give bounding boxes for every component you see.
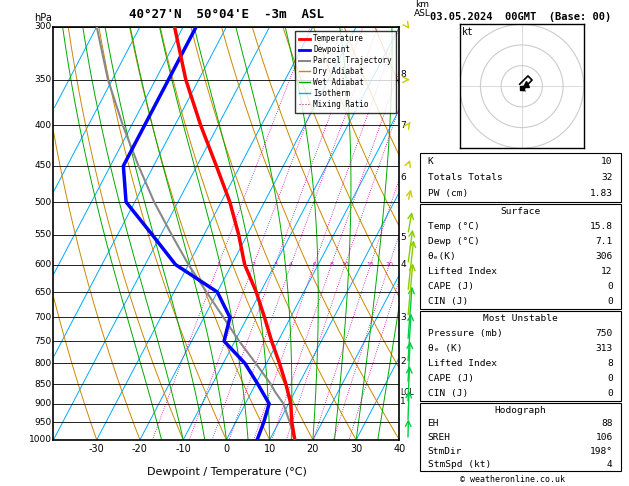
Text: 40: 40 [393, 444, 406, 454]
Text: Lifted Index: Lifted Index [428, 359, 496, 368]
Text: 20: 20 [386, 262, 393, 267]
Text: 0: 0 [607, 389, 613, 398]
Text: 4: 4 [289, 262, 293, 267]
Text: 700: 700 [35, 313, 52, 322]
Text: 3: 3 [273, 262, 277, 267]
Text: 850: 850 [35, 380, 52, 389]
Text: 6: 6 [401, 173, 406, 182]
Text: 750: 750 [35, 337, 52, 346]
Text: 2: 2 [252, 262, 255, 267]
Text: 6: 6 [313, 262, 316, 267]
Text: 5: 5 [401, 233, 406, 243]
Text: 306: 306 [596, 252, 613, 261]
Text: 3: 3 [401, 313, 406, 322]
Text: 0: 0 [223, 444, 230, 454]
Text: Hodograph: Hodograph [494, 406, 546, 415]
Text: CIN (J): CIN (J) [428, 389, 468, 398]
Text: θₑ (K): θₑ (K) [428, 344, 462, 353]
Text: K: K [428, 156, 433, 166]
Text: 600: 600 [35, 260, 52, 269]
Text: CIN (J): CIN (J) [428, 296, 468, 306]
Text: 8: 8 [401, 70, 406, 79]
Text: Totals Totals: Totals Totals [428, 173, 503, 182]
Text: 10: 10 [341, 262, 349, 267]
Text: 15: 15 [367, 262, 374, 267]
Text: Dewp (°C): Dewp (°C) [428, 237, 479, 246]
Text: 40°27'N  50°04'E  -3m  ASL: 40°27'N 50°04'E -3m ASL [129, 8, 324, 20]
Text: 900: 900 [35, 399, 52, 408]
Text: -10: -10 [175, 444, 191, 454]
Text: 400: 400 [35, 121, 52, 130]
Text: CAPE (J): CAPE (J) [428, 282, 474, 291]
Legend: Temperature, Dewpoint, Parcel Trajectory, Dry Adiabat, Wet Adiabat, Isotherm, Mi: Temperature, Dewpoint, Parcel Trajectory… [295, 31, 396, 113]
Text: hPa: hPa [35, 13, 52, 22]
Text: 12: 12 [601, 267, 613, 276]
Text: θₑ(K): θₑ(K) [428, 252, 457, 261]
Text: Surface: Surface [500, 207, 540, 216]
Text: 800: 800 [35, 359, 52, 368]
Text: CAPE (J): CAPE (J) [428, 374, 474, 383]
Text: Most Unstable: Most Unstable [483, 314, 557, 323]
Text: -30: -30 [89, 444, 104, 454]
Text: -20: -20 [132, 444, 148, 454]
Text: 1000: 1000 [29, 435, 52, 444]
Text: 1: 1 [216, 262, 220, 267]
Text: km
ASL: km ASL [413, 0, 430, 18]
Text: 106: 106 [596, 433, 613, 442]
Text: 10: 10 [264, 444, 276, 454]
Text: © weatheronline.co.uk: © weatheronline.co.uk [460, 474, 565, 484]
Text: 650: 650 [35, 288, 52, 296]
Text: kt: kt [462, 27, 474, 37]
Text: 550: 550 [35, 230, 52, 239]
Text: 350: 350 [35, 75, 52, 84]
Text: 1: 1 [401, 397, 406, 406]
Text: LCL: LCL [401, 387, 415, 397]
Text: 10: 10 [601, 156, 613, 166]
Text: 20: 20 [307, 444, 319, 454]
Text: Lifted Index: Lifted Index [428, 267, 496, 276]
Text: 32: 32 [601, 173, 613, 182]
Text: 03.05.2024  00GMT  (Base: 00): 03.05.2024 00GMT (Base: 00) [430, 12, 611, 22]
Text: 30: 30 [350, 444, 362, 454]
Text: SREH: SREH [428, 433, 450, 442]
Text: 0: 0 [607, 282, 613, 291]
Text: 300: 300 [35, 22, 52, 31]
Text: StmDir: StmDir [428, 447, 462, 455]
Text: 950: 950 [35, 418, 52, 427]
Text: 4: 4 [607, 460, 613, 469]
Text: 500: 500 [35, 197, 52, 207]
Text: 0: 0 [607, 374, 613, 383]
Text: 198°: 198° [590, 447, 613, 455]
Text: 15.8: 15.8 [590, 222, 613, 231]
Text: 7: 7 [401, 121, 406, 130]
Text: 1.83: 1.83 [590, 189, 613, 198]
Text: Dewpoint / Temperature (°C): Dewpoint / Temperature (°C) [147, 467, 306, 477]
Text: 8: 8 [330, 262, 333, 267]
Text: Temp (°C): Temp (°C) [428, 222, 479, 231]
Text: 8: 8 [607, 359, 613, 368]
Text: 88: 88 [601, 419, 613, 428]
Text: Pressure (mb): Pressure (mb) [428, 329, 503, 338]
Text: 450: 450 [35, 161, 52, 171]
Text: 750: 750 [596, 329, 613, 338]
Text: StmSpd (kt): StmSpd (kt) [428, 460, 491, 469]
Text: 2: 2 [401, 357, 406, 365]
Text: s: s [523, 87, 526, 93]
Text: PW (cm): PW (cm) [428, 189, 468, 198]
Text: 4: 4 [401, 260, 406, 269]
Text: 0: 0 [607, 296, 613, 306]
Text: 313: 313 [596, 344, 613, 353]
Text: 7.1: 7.1 [596, 237, 613, 246]
Text: EH: EH [428, 419, 439, 428]
